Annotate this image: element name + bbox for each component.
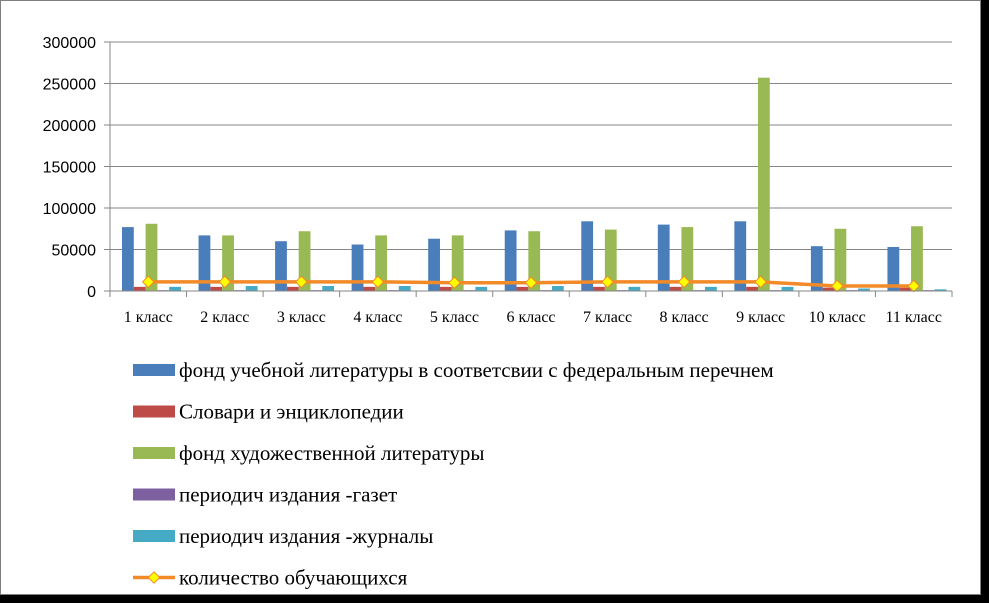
chart-frame: 0 50000 100000 150000 200000 250000 300000 1 кл… bbox=[0, 0, 981, 595]
legend-label: Словари и энциклопедии bbox=[179, 400, 404, 424]
bar bbox=[428, 238, 440, 291]
bar bbox=[628, 286, 641, 291]
bar bbox=[122, 227, 134, 291]
legend-label: фонд учебной литературы в соответсвии с … bbox=[179, 358, 774, 382]
x-tick-label: 11 класс bbox=[885, 309, 941, 326]
bar bbox=[451, 235, 464, 291]
bar bbox=[298, 231, 311, 291]
chart: 0 50000 100000 150000 200000 250000 300000 1 кл… bbox=[43, 35, 953, 590]
bar bbox=[887, 247, 900, 291]
series-marker bbox=[677, 275, 691, 289]
line-series bbox=[141, 275, 921, 293]
bar bbox=[210, 286, 223, 291]
bar bbox=[934, 289, 947, 291]
legend-label: периодич издания -газет bbox=[179, 483, 397, 507]
x-tick-label: 5 класс bbox=[430, 309, 479, 326]
bar bbox=[145, 223, 158, 291]
bar bbox=[439, 286, 452, 291]
bar bbox=[516, 286, 529, 291]
bar bbox=[581, 221, 594, 291]
bar bbox=[375, 235, 388, 291]
legend-swatch bbox=[133, 530, 175, 542]
x-tick-label: 6 класс bbox=[506, 309, 555, 326]
legend-swatch bbox=[133, 488, 175, 501]
y-tick-label: 100000 bbox=[43, 201, 96, 218]
axes: 0 50000 100000 150000 200000 250000 300000 1 кл… bbox=[43, 35, 953, 326]
bar bbox=[681, 227, 694, 291]
y-tick-label: 250000 bbox=[43, 77, 96, 94]
bar bbox=[133, 286, 146, 291]
legend-swatch bbox=[133, 405, 175, 418]
bar bbox=[810, 246, 823, 291]
bar bbox=[657, 224, 670, 291]
y-tick-label: 300000 bbox=[43, 35, 96, 52]
x-tick-label: 10 класс bbox=[809, 309, 866, 326]
bar bbox=[222, 235, 234, 291]
bar bbox=[351, 244, 364, 291]
x-tick-label: 8 класс bbox=[660, 309, 709, 326]
bar bbox=[504, 230, 517, 291]
x-tick-label: 3 класс bbox=[277, 309, 326, 326]
bar bbox=[322, 286, 335, 291]
bar bbox=[746, 286, 758, 291]
x-tick-label: 7 класс bbox=[583, 309, 632, 326]
y-tick-label: 150000 bbox=[43, 160, 96, 177]
bar bbox=[604, 229, 617, 291]
y-tick-label: 0 bbox=[87, 284, 96, 301]
series-marker bbox=[907, 279, 921, 293]
series-marker bbox=[524, 276, 538, 290]
series-marker bbox=[830, 279, 844, 293]
y-tick-label: 200000 bbox=[43, 118, 96, 135]
bar bbox=[705, 286, 717, 291]
bar bbox=[899, 287, 912, 291]
x-tick-label: 2 класс bbox=[200, 309, 249, 326]
series-marker bbox=[294, 275, 308, 289]
legend-marker bbox=[147, 571, 161, 584]
bar bbox=[834, 228, 847, 291]
bar bbox=[781, 286, 794, 291]
bar bbox=[398, 286, 411, 291]
bar bbox=[734, 221, 747, 291]
x-tick-label: 1 класс bbox=[124, 309, 173, 326]
bar bbox=[363, 286, 376, 291]
bar bbox=[169, 286, 181, 291]
series-marker bbox=[218, 275, 232, 289]
bar bbox=[528, 231, 541, 291]
legend-label: периодич издания -журналы bbox=[179, 524, 433, 548]
bar bbox=[275, 241, 287, 291]
bar bbox=[198, 235, 211, 291]
bar bbox=[669, 286, 682, 291]
legend-label: фонд художественной литературы bbox=[179, 441, 484, 465]
bar bbox=[911, 226, 923, 291]
series-marker bbox=[141, 275, 155, 289]
legend-swatch bbox=[133, 364, 175, 376]
y-tick-label: 50000 bbox=[52, 243, 97, 260]
legend: фонд учебной литературы в соответсвии с … bbox=[133, 358, 774, 590]
bars bbox=[122, 77, 947, 291]
bar bbox=[593, 286, 605, 291]
bar bbox=[858, 288, 870, 291]
legend-swatch bbox=[133, 447, 175, 459]
bar bbox=[822, 287, 835, 291]
series-marker bbox=[371, 275, 385, 289]
gridlines bbox=[110, 41, 952, 292]
bar bbox=[245, 286, 258, 291]
series-marker bbox=[448, 276, 461, 290]
x-tick-label: 4 класс bbox=[353, 309, 402, 326]
bar bbox=[286, 286, 299, 291]
bar bbox=[551, 286, 564, 291]
legend-label: количество обучающихся bbox=[179, 566, 408, 590]
series-marker bbox=[754, 275, 768, 289]
bar bbox=[757, 77, 770, 291]
x-tick-label: 9 класс bbox=[736, 309, 785, 326]
series-marker bbox=[601, 275, 614, 289]
bar bbox=[475, 286, 488, 291]
